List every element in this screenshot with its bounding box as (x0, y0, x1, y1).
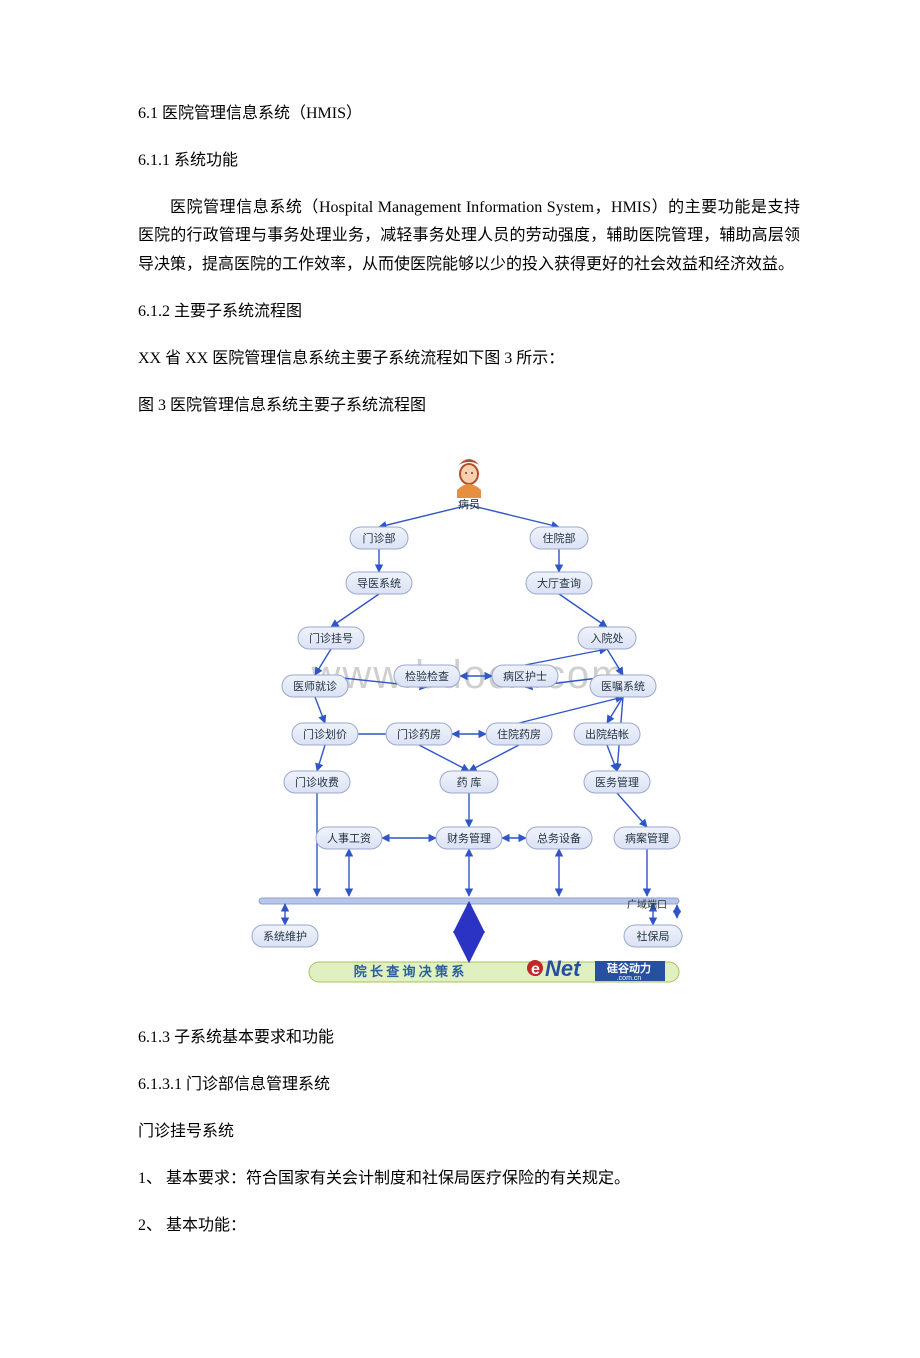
svg-text:社保局: 社保局 (637, 929, 670, 943)
svg-text:入院处: 入院处 (591, 631, 624, 645)
hmis-flowchart: www.bdocx.com 病员门诊部 住院部导医系统 大厅查询门诊挂号 入院处医师就诊… (229, 438, 709, 998)
svg-text:医师就诊: 医师就诊 (293, 679, 337, 693)
svg-text:住院部: 住院部 (543, 531, 576, 545)
svg-text:住院药房: 住院药房 (497, 727, 541, 741)
svg-text:门诊收费: 门诊收费 (295, 775, 339, 789)
heading-6-1-3: 6.1.3 子系统基本要求和功能 (138, 1024, 800, 1053)
svg-text:人事工资: 人事工资 (327, 832, 371, 845)
svg-text:门诊部: 门诊部 (363, 531, 396, 545)
svg-text:广域端口: 广域端口 (627, 898, 667, 911)
svg-text:大厅查询: 大厅查询 (537, 576, 581, 590)
svg-text:出院结帐: 出院结帐 (585, 727, 629, 741)
svg-text:门诊药房: 门诊药房 (397, 727, 441, 741)
svg-text:门诊挂号: 门诊挂号 (309, 631, 353, 645)
list-item-1: 1、 基本要求：符合国家有关会计制度和社保局医疗保险的有关规定。 (138, 1165, 800, 1194)
svg-text:e: e (531, 961, 540, 978)
svg-text:病案管理: 病案管理 (625, 831, 669, 845)
svg-text:医嘱系统: 医嘱系统 (601, 680, 645, 693)
svg-text:硅谷动力: 硅谷动力 (607, 961, 651, 975)
svg-text:.com.cn: .com.cn (617, 975, 642, 982)
svg-text:病员: 病员 (458, 497, 480, 511)
paragraph-fig-intro: XX 省 XX 医院管理信息系统主要子系统流程如下图 3 所示： (138, 345, 800, 374)
svg-text:病区护士: 病区护士 (503, 669, 547, 683)
svg-text:医务管理: 医务管理 (595, 775, 639, 789)
list-item-2: 2、 基本功能： (138, 1212, 800, 1241)
svg-text:院 长 查 询 决 策 系: 院 长 查 询 决 策 系 (354, 964, 465, 979)
svg-text:Net: Net (545, 956, 582, 981)
svg-text:总务设备: 总务设备 (537, 831, 581, 845)
heading-6-1-2: 6.1.2 主要子系统流程图 (138, 298, 800, 327)
heading-6-1-3-1: 6.1.3.1 门诊部信息管理系统 (138, 1071, 800, 1100)
svg-text:财务管理: 财务管理 (447, 831, 491, 845)
heading-6-1-1: 6.1.1 系统功能 (138, 147, 800, 176)
svg-text:门诊划价: 门诊划价 (303, 727, 347, 741)
paragraph-hmis-desc: 医院管理信息系统（Hospital Management Information… (138, 194, 800, 280)
svg-text:导医系统: 导医系统 (357, 577, 401, 590)
svg-text:检验检查: 检验检查 (405, 669, 449, 683)
heading-6-1: 6.1 医院管理信息系统（HMIS） (138, 100, 800, 129)
svg-text:系统维护: 系统维护 (263, 929, 307, 943)
figure-caption: 图 3 医院管理信息系统主要子系统流程图 (138, 392, 800, 421)
svg-text:药 库: 药 库 (457, 776, 482, 789)
svg-text:www.bdocx.com: www.bdocx.com (311, 653, 627, 697)
heading-registration-system: 门诊挂号系统 (138, 1118, 800, 1147)
